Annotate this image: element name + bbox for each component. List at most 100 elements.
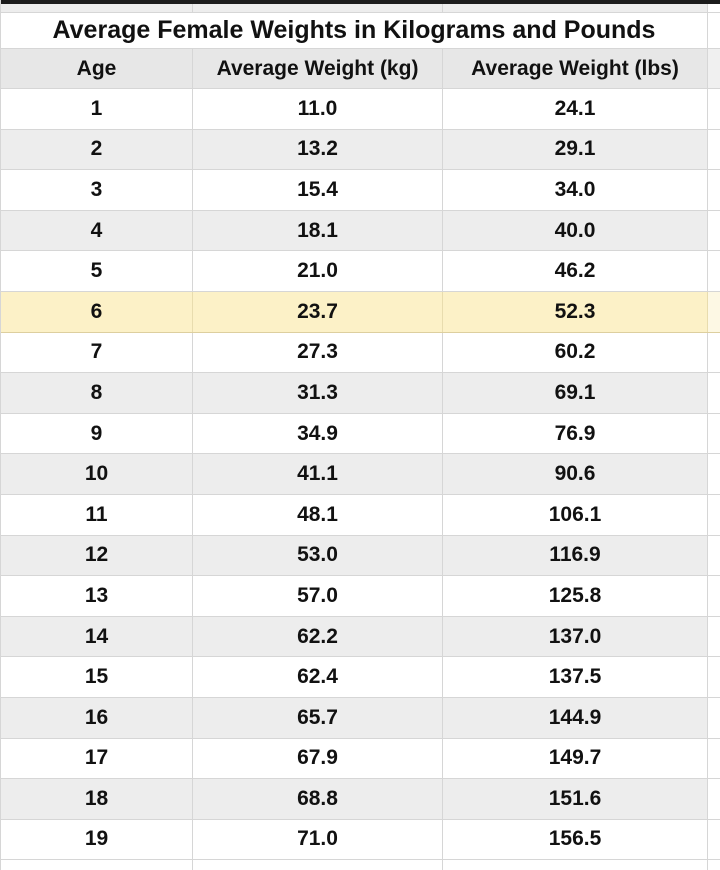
cell-weight-kg: 67.9 <box>193 738 443 779</box>
partial-cell <box>443 860 708 870</box>
table-body: 1 11.0 24.1 2 13.2 29.1 3 15.4 34.0 4 18… <box>1 89 720 861</box>
cell-weight-kg: 13.2 <box>193 129 443 170</box>
cell-age: 6 <box>1 291 193 332</box>
cell-age: 10 <box>1 454 193 494</box>
cell-weight-lbs: 149.7 <box>443 738 708 779</box>
cell-age: 13 <box>1 576 193 616</box>
cell-weight-lbs: 137.0 <box>443 616 708 657</box>
cell-weight-lbs: 116.9 <box>443 535 708 576</box>
cell-weight-kg: 27.3 <box>193 332 443 373</box>
edge-sliver <box>708 413 720 454</box>
cell-age: 7 <box>1 332 193 373</box>
edge-sliver <box>708 373 720 413</box>
table-row: 1 11.0 24.1 <box>1 89 720 130</box>
cell-weight-kg: 62.4 <box>193 657 443 697</box>
table-row: 7 27.3 60.2 <box>1 332 720 374</box>
cell-weight-lbs: 106.1 <box>443 494 708 535</box>
partial-row-top <box>1 4 720 13</box>
edge-sliver <box>708 454 720 494</box>
cell-age: 16 <box>1 697 193 738</box>
edge-sliver <box>708 494 720 535</box>
edge-sliver <box>708 129 720 170</box>
table-row: 12 53.0 116.9 <box>1 535 720 577</box>
cell-weight-kg: 62.2 <box>193 616 443 657</box>
edge-sliver <box>708 657 720 697</box>
cell-weight-kg: 48.1 <box>193 494 443 535</box>
cell-weight-lbs: 76.9 <box>443 413 708 454</box>
table-row: 15 62.4 137.5 <box>1 657 720 698</box>
partial-cell <box>193 860 443 870</box>
cell-age: 18 <box>1 779 193 819</box>
cell-weight-kg: 41.1 <box>193 454 443 494</box>
partial-cell <box>193 4 443 12</box>
cell-weight-kg: 68.8 <box>193 779 443 819</box>
edge-sliver <box>708 779 720 819</box>
edge-sliver <box>708 251 720 291</box>
cell-age: 15 <box>1 657 193 697</box>
table-row: 17 67.9 149.7 <box>1 738 720 780</box>
table-title: Average Female Weights in Kilograms and … <box>52 16 656 44</box>
table-row: 5 21.0 46.2 <box>1 251 720 292</box>
cell-age: 5 <box>1 251 193 291</box>
column-header-lbs: Average Weight (lbs) <box>443 49 708 88</box>
edge-sliver <box>708 576 720 616</box>
top-edge-bar <box>1 0 720 4</box>
cell-weight-kg: 71.0 <box>193 819 443 860</box>
cell-weight-lbs: 46.2 <box>443 251 708 291</box>
cell-age: 1 <box>1 89 193 129</box>
edge-sliver <box>708 738 720 779</box>
column-header-kg: Average Weight (kg) <box>193 49 443 88</box>
partial-cell <box>1 860 193 870</box>
cell-weight-kg: 15.4 <box>193 170 443 210</box>
edge-sliver <box>708 697 720 738</box>
table-row: 9 34.9 76.9 <box>1 413 720 455</box>
title-cell: Average Female Weights in Kilograms and … <box>1 13 708 48</box>
table-row: 19 71.0 156.5 <box>1 819 720 861</box>
cell-weight-lbs: 156.5 <box>443 819 708 860</box>
cell-age: 14 <box>1 616 193 657</box>
cell-weight-lbs: 24.1 <box>443 89 708 129</box>
title-row: Average Female Weights in Kilograms and … <box>1 13 720 49</box>
cell-weight-lbs: 69.1 <box>443 373 708 413</box>
partial-row-bottom <box>1 860 720 870</box>
table-row: 6 23.7 52.3 <box>1 291 720 333</box>
cell-weight-lbs: 40.0 <box>443 210 708 251</box>
cell-weight-lbs: 29.1 <box>443 129 708 170</box>
cell-age: 3 <box>1 170 193 210</box>
table-row: 3 15.4 34.0 <box>1 170 720 211</box>
cell-weight-lbs: 144.9 <box>443 697 708 738</box>
cell-weight-lbs: 125.8 <box>443 576 708 616</box>
column-header-age: Age <box>1 49 193 88</box>
cell-weight-kg: 53.0 <box>193 535 443 576</box>
header-row: Age Average Weight (kg) Average Weight (… <box>1 49 720 89</box>
table-row: 13 57.0 125.8 <box>1 576 720 617</box>
cell-weight-kg: 21.0 <box>193 251 443 291</box>
cell-weight-kg: 11.0 <box>193 89 443 129</box>
cell-weight-lbs: 34.0 <box>443 170 708 210</box>
table-row: 4 18.1 40.0 <box>1 210 720 252</box>
partial-cell <box>1 4 193 12</box>
cell-age: 11 <box>1 494 193 535</box>
edge-sliver <box>708 4 720 12</box>
edge-sliver <box>708 210 720 251</box>
cell-weight-lbs: 151.6 <box>443 779 708 819</box>
table-row: 8 31.3 69.1 <box>1 373 720 414</box>
edge-sliver <box>708 860 720 870</box>
cell-weight-lbs: 137.5 <box>443 657 708 697</box>
cell-age: 19 <box>1 819 193 860</box>
table-row: 14 62.2 137.0 <box>1 616 720 658</box>
cell-weight-kg: 65.7 <box>193 697 443 738</box>
edge-sliver <box>708 291 720 332</box>
cell-weight-kg: 57.0 <box>193 576 443 616</box>
cell-weight-kg: 34.9 <box>193 413 443 454</box>
edge-sliver <box>708 332 720 373</box>
edge-sliver <box>708 616 720 657</box>
edge-sliver <box>708 535 720 576</box>
cell-age: 4 <box>1 210 193 251</box>
cell-weight-kg: 18.1 <box>193 210 443 251</box>
edge-sliver <box>708 170 720 210</box>
edge-sliver <box>708 89 720 129</box>
cell-age: 9 <box>1 413 193 454</box>
cell-weight-lbs: 52.3 <box>443 291 708 332</box>
